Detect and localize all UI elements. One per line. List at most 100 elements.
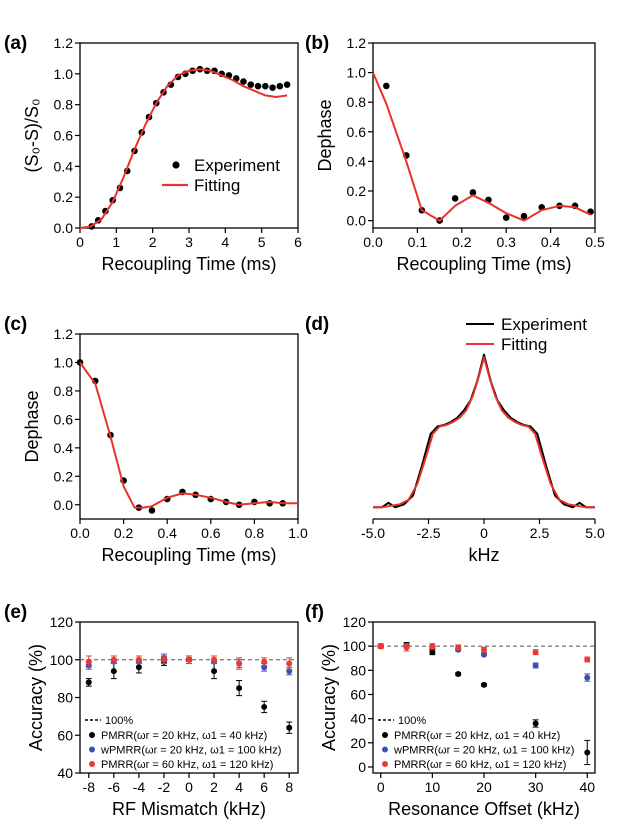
data-point xyxy=(584,749,591,756)
data-point xyxy=(455,670,462,677)
data-point xyxy=(85,679,92,686)
y-tick-label: 0.4 xyxy=(54,440,74,456)
legend-label: Fitting xyxy=(194,176,240,195)
x-tick-label: 0.2 xyxy=(114,525,134,541)
series-1 xyxy=(79,68,288,229)
panel-label: (c) xyxy=(4,314,27,335)
x-tick-label: 0.8 xyxy=(245,525,265,541)
data-point xyxy=(211,656,218,663)
x-tick-label: -2 xyxy=(158,779,171,795)
data-point xyxy=(532,720,539,727)
data-point xyxy=(451,195,459,202)
y-tick-label: 100 xyxy=(343,638,367,654)
x-tick-label: -6 xyxy=(108,779,121,795)
x-tick-label: -8 xyxy=(83,779,96,795)
legend-label: Experiment xyxy=(501,315,587,334)
data-point xyxy=(236,660,243,667)
legend-marker xyxy=(382,732,388,738)
y-tick-label: 0.2 xyxy=(54,189,74,205)
data-point xyxy=(262,82,269,90)
chart-panel-b: (b) 0.0 0.1 0.2 0.3 0.4 0.5 0.0 0.2 0.4 0.6 0.8 1.0 1… xyxy=(305,33,605,274)
data-point xyxy=(135,664,142,671)
x-tick-label: 0 xyxy=(377,779,385,795)
plot-frame xyxy=(79,333,299,520)
series-0 xyxy=(88,65,291,230)
data-point xyxy=(502,214,510,221)
data-point xyxy=(135,656,142,663)
legend-marker xyxy=(89,746,95,753)
data-point xyxy=(429,643,436,650)
y-tick-label: 0.4 xyxy=(54,158,74,174)
series-line-fitting xyxy=(373,356,595,509)
x-tick-label: -2.5 xyxy=(416,525,440,541)
x-tick-label: 0.4 xyxy=(541,234,561,250)
data-point xyxy=(186,656,192,663)
y-tick-label: 40 xyxy=(350,711,366,727)
y-tick-label: 0.0 xyxy=(54,497,74,513)
y-tick-label: 1.2 xyxy=(347,35,367,51)
series-0 xyxy=(373,353,595,509)
data-point xyxy=(211,668,218,675)
legend-label: PMRR(ωr = 60 kHz, ω1 = 120 kHz) xyxy=(394,759,566,771)
y-tick-label: 0.6 xyxy=(54,128,74,144)
legend-label: 100% xyxy=(398,715,426,727)
legend-label: wPMRR(ωr = 20 kHz, ω1 = 100 kHz) xyxy=(393,745,574,757)
data-point xyxy=(261,703,268,710)
x-axis-label: kHz xyxy=(469,545,500,565)
data-point xyxy=(481,681,487,688)
data-point xyxy=(247,81,255,88)
x-tick-label: 2 xyxy=(149,234,157,250)
x-tick-label: 0 xyxy=(480,525,488,541)
x-tick-label: 0.2 xyxy=(452,234,472,250)
x-tick-label: -4 xyxy=(133,779,146,795)
x-tick-label: 5.0 xyxy=(585,525,605,541)
x-tick-label: 6 xyxy=(260,779,268,795)
legend-marker xyxy=(382,761,388,767)
legend-label: Experiment xyxy=(194,156,280,175)
data-point xyxy=(148,507,156,514)
y-tick-label: 120 xyxy=(343,614,367,630)
y-tick-label: 40 xyxy=(57,765,73,781)
series-1 xyxy=(79,361,298,509)
y-tick-label: 1.0 xyxy=(54,354,74,370)
y-tick-label: 0.6 xyxy=(54,411,74,427)
plot-frame xyxy=(372,42,596,229)
data-point xyxy=(160,656,167,663)
series-2 xyxy=(85,655,293,670)
legend: 100% PMRR(ωr = 20 kHz, ω1 = 40 kHz) wPMRR(… xyxy=(85,715,281,771)
x-tick-label: 20 xyxy=(476,779,492,795)
panel-label: (f) xyxy=(305,602,324,623)
data-point xyxy=(377,643,384,650)
data-point xyxy=(269,84,276,92)
legend-label: 100% xyxy=(105,715,133,727)
y-tick-label: 20 xyxy=(350,735,366,751)
data-point xyxy=(240,78,247,85)
x-tick-label: 1.0 xyxy=(288,525,308,541)
x-tick-label: 8 xyxy=(285,779,293,795)
legend-marker xyxy=(89,761,95,767)
x-tick-label: 0.4 xyxy=(157,525,177,541)
y-tick-label: 0.8 xyxy=(54,383,74,399)
series-line-experiment xyxy=(373,353,595,509)
y-tick-label: 1.2 xyxy=(54,35,74,51)
y-tick-label: 0.8 xyxy=(347,94,367,110)
x-tick-label: 0.0 xyxy=(363,234,383,250)
y-tick-label: 0.4 xyxy=(347,153,367,169)
y-tick-label: 80 xyxy=(57,690,73,706)
chart-panel-f: (f) 0 10 20 30 40 0 20 40 60 80 100 120 Resonance Off… xyxy=(305,602,596,819)
data-point xyxy=(403,644,410,651)
y-tick-label: 0.2 xyxy=(347,183,367,199)
data-point xyxy=(429,649,436,656)
data-point xyxy=(520,212,528,220)
y-tick-label: 0.8 xyxy=(54,97,74,113)
series-line-fitting xyxy=(372,72,592,222)
panel-label: (e) xyxy=(4,602,27,623)
data-point xyxy=(110,668,117,675)
legend-label: PMRR(ωr = 60 kHz, ω1 = 120 kHz) xyxy=(101,759,273,771)
legend-label: PMRR(ωr = 20 kHz, ω1 = 40 kHz) xyxy=(101,730,267,742)
legend-label: wPMRR(ωr = 20 kHz, ω1 = 100 kHz) xyxy=(100,745,281,757)
x-axis-label: RF Mismatch (kHz) xyxy=(112,799,266,819)
